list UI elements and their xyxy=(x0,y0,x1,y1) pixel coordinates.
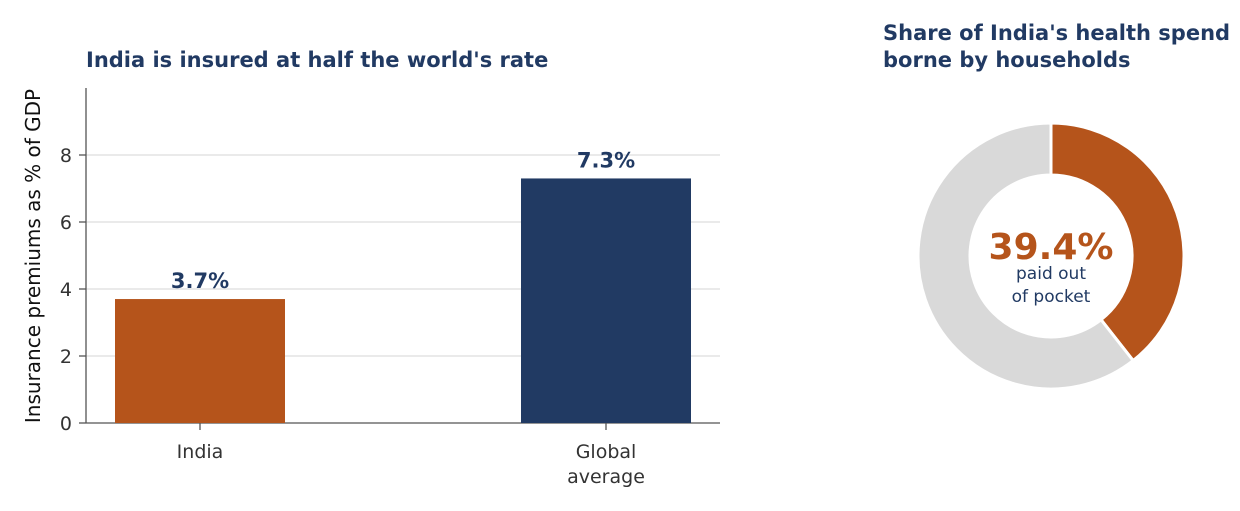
donut-center-text-line-1: paid out xyxy=(1016,264,1086,284)
donut-slice xyxy=(916,121,1136,391)
donut-title-line-1: Share of India's health spend xyxy=(883,21,1230,45)
bars: 3.7% India 7.3% Global average xyxy=(115,148,691,488)
bar-chart-title: India is insured at half the world's rat… xyxy=(86,48,548,72)
y-tick-label: 2 xyxy=(60,346,72,368)
x-category-label: average xyxy=(567,466,645,488)
y-tick-label: 6 xyxy=(60,212,72,234)
y-axis-label: Insurance premiums as % of GDP xyxy=(21,89,45,423)
y-tick-label: 4 xyxy=(60,279,72,301)
donut-center-value: 39.4% xyxy=(989,227,1114,268)
y-tick-label: 0 xyxy=(60,413,72,435)
x-category-label: India xyxy=(177,441,224,463)
donut-chart: Share of India's health spend borne by h… xyxy=(883,21,1230,391)
donut-center-text-line-2: of pocket xyxy=(1012,287,1091,307)
y-tick-label: 8 xyxy=(60,145,72,167)
donut-slice xyxy=(1049,121,1186,363)
y-ticks: 0 2 4 6 8 xyxy=(60,145,86,435)
bar xyxy=(521,178,691,423)
donut-title-line-2: borne by households xyxy=(883,48,1131,72)
bar-chart: India is insured at half the world's rat… xyxy=(21,48,720,488)
donut-slices xyxy=(916,121,1186,391)
bar xyxy=(115,299,285,423)
x-category-label: Global xyxy=(576,441,637,463)
bar-data-label: 7.3% xyxy=(577,148,635,172)
bar-data-label: 3.7% xyxy=(171,269,229,293)
